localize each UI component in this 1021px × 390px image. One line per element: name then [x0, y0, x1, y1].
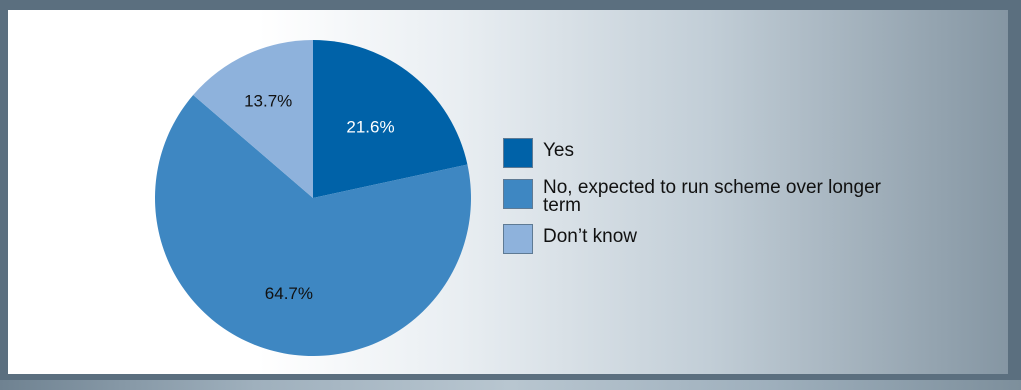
pie-label-don-t-know: 13.7%	[244, 91, 292, 110]
legend-item-dont-know: Don’t know	[503, 224, 903, 254]
pie-slices	[155, 40, 472, 356]
frame-bottom-band	[0, 380, 1021, 390]
pie-slice-don-t-know	[193, 40, 313, 198]
legend-label-no: No, expected to run scheme over longer t…	[543, 177, 881, 216]
legend-item-no: No, expected to run scheme over longer t…	[503, 177, 903, 216]
pie-slice-no-expected-to-run-s	[155, 95, 472, 356]
legend-swatch-no	[503, 179, 533, 209]
legend: Yes No, expected to run scheme over long…	[503, 138, 903, 265]
legend-label-yes: Yes	[543, 140, 574, 161]
pie-slice-yes	[313, 40, 468, 198]
legend-swatch-yes	[503, 138, 533, 168]
legend-label-dont-know: Don’t know	[543, 226, 637, 247]
pie-label-no-expected-to-run-s: 64.7%	[265, 284, 313, 303]
legend-item-yes: Yes	[503, 138, 903, 168]
legend-swatch-dont-know	[503, 224, 533, 254]
pie-label-yes: 21.6%	[346, 118, 394, 137]
pie-labels: 21.6% 64.7% 13.7%	[244, 91, 395, 303]
